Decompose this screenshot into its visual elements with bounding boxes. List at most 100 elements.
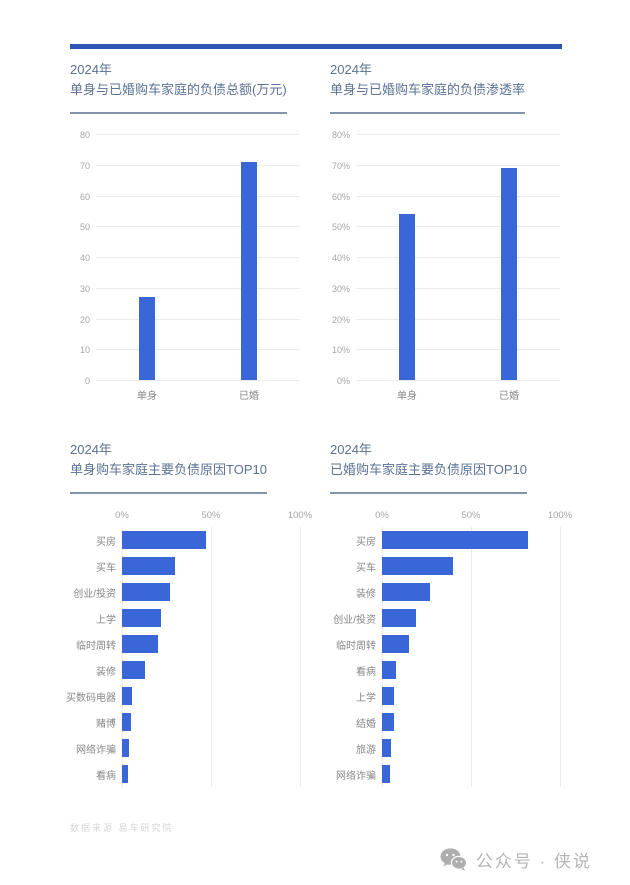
chart-title-year: 2024年 [70, 442, 112, 457]
y-axis-tick: 70 [79, 160, 90, 171]
bar-track [382, 609, 560, 627]
row-label: 结婚 [356, 718, 376, 730]
gridline: 20% [332, 315, 560, 325]
gridline: 30% [332, 284, 560, 294]
chart-row: 上学 [330, 683, 560, 709]
chart-row: 结婚 [330, 709, 560, 735]
chart-row: 买车 [330, 553, 560, 579]
y-axis-tick: 20 [79, 314, 90, 325]
gridline: 70% [332, 161, 560, 171]
chart-row: 旅游 [330, 735, 560, 761]
x-axis-tick: 0% [375, 510, 389, 521]
chart-title-text: 已婚购车家庭主要负债原因TOP10 [330, 462, 527, 477]
chart-title-year: 2024年 [330, 442, 372, 457]
x-axis-tick: 100% [547, 510, 573, 521]
gridline: 0% [337, 376, 560, 386]
chart-row: 买房 [70, 527, 300, 553]
y-axis-tick: 40% [331, 253, 350, 263]
bar-track [382, 765, 560, 783]
y-axis-tick: 40 [79, 253, 90, 263]
chart-row: 创业/投资 [330, 605, 560, 631]
row-label: 买车 [356, 562, 376, 574]
gridline [382, 527, 383, 787]
row-label: 装修 [96, 666, 116, 678]
x-axis-tick: 50% [201, 510, 221, 521]
row-label: 买房 [96, 536, 116, 548]
row-label: 临时周转 [336, 640, 376, 652]
watermark: 公众号 · 侠说 [440, 847, 592, 872]
chart-title-year: 2024年 [330, 62, 372, 77]
category-label: 已婚 [499, 391, 519, 402]
bar [122, 635, 158, 653]
bar-track [382, 713, 560, 731]
gridlines [382, 527, 561, 787]
y-axis-tick: 50% [331, 222, 350, 233]
chart-debt-penetration: 2024年 单身与已婚购车家庭的负债渗透率 80% 70% 60% 50% 40% 30%… [330, 60, 560, 402]
chart-married-debt-reasons: 2024年 已婚购车家庭主要负债原因TOP10 0% 50% 100% 买房 买车 装修创… [330, 440, 572, 787]
gridline [300, 527, 301, 787]
gridline: 30 [80, 284, 300, 294]
bar-track [382, 583, 560, 601]
bar-track [122, 713, 300, 731]
wechat-icon [440, 848, 467, 871]
bar [122, 557, 176, 575]
chart-row: 上学 [70, 605, 300, 631]
bar-track [382, 687, 560, 705]
bar [122, 661, 146, 679]
bar-track [382, 531, 560, 549]
header-accent-rule [70, 44, 562, 49]
chart-row: 赌博 [70, 709, 300, 735]
category-label: 已婚 [239, 391, 259, 402]
row-label: 临时周转 [76, 640, 116, 652]
y-axis-tick: 80% [331, 130, 350, 140]
chart-title-text: 单身购车家庭主要负债原因TOP10 [70, 462, 267, 477]
chart-title-text: 单身与已婚购车家庭的负债总额(万元) [70, 82, 287, 97]
chart-row: 看病 [330, 657, 560, 683]
bar-track [382, 557, 560, 575]
chart-canvas-single-reasons: 0% 50% 100% 买房 买车 创业/投资 上学 临时周转 装修 买数码电器 赌博 网络诈骗 看病 [66, 510, 312, 787]
y-axis-tick: 20% [331, 314, 350, 325]
gridline: 20 [80, 315, 300, 325]
x-axis-tick: 100% [287, 510, 313, 521]
gridline: 40 [80, 253, 300, 263]
bar [122, 609, 162, 627]
bar-track [382, 635, 560, 653]
chart-canvas-married-reasons: 0% 50% 100% 买房 买车 装修 创业/投资 临时周转 看病 上学 结婚 旅游 网络诈骗 [330, 510, 572, 787]
category-labels: 单身 已婚 [356, 387, 560, 402]
y-axis-tick: 30% [331, 283, 350, 294]
plot-area: 80% 70% 60% 50% 40% 30% 20% 10% 0% [332, 130, 560, 386]
y-axis-tick: 10 [79, 345, 90, 356]
chart-row: 临时周转 [70, 631, 300, 657]
bar [382, 635, 409, 653]
chart-canvas-debt-total: 80 70 60 50 40 30 20 10 0 单身 已婚 [70, 130, 300, 402]
y-axis-tick: 0% [336, 376, 350, 386]
row-label: 创业/投资 [73, 588, 116, 600]
gridline: 60% [332, 192, 560, 202]
gridline [560, 527, 561, 787]
top-charts-row: 2024年 单身与已婚购车家庭的负债总额(万元) 80 70 60 50 40 30 20 1… [70, 60, 560, 402]
gridline: 0 [85, 376, 300, 386]
category-labels: 单身 已婚 [96, 387, 300, 402]
gridline: 60 [80, 192, 300, 202]
plot-area: 买房 买车 创业/投资 上学 临时周转 装修 买数码电器 赌博 网络诈骗 看病 [66, 527, 301, 787]
row-label: 看病 [356, 666, 376, 678]
data-source-note: 数据来源 易车研究院 [70, 823, 174, 833]
chart-row: 装修 [70, 657, 300, 683]
row-label: 买房 [356, 536, 376, 548]
chart-row: 创业/投资 [70, 579, 300, 605]
bar [382, 661, 397, 679]
bar [382, 687, 395, 705]
gridline [471, 527, 472, 787]
chart-row: 装修 [330, 579, 560, 605]
chart-title-block: 2024年 已婚购车家庭主要负债原因TOP10 [330, 440, 527, 494]
chart-row: 网络诈骗 [330, 761, 560, 787]
bar-track [122, 661, 300, 679]
bar [501, 167, 517, 380]
bar [382, 583, 431, 601]
bar-track [122, 609, 300, 627]
bar [241, 161, 257, 380]
gridlines [122, 527, 301, 787]
gridline: 80 [80, 130, 300, 140]
chart-title-block: 2024年 单身与已婚购车家庭的负债渗透率 [330, 60, 526, 114]
y-axis-tick: 70% [331, 160, 350, 171]
